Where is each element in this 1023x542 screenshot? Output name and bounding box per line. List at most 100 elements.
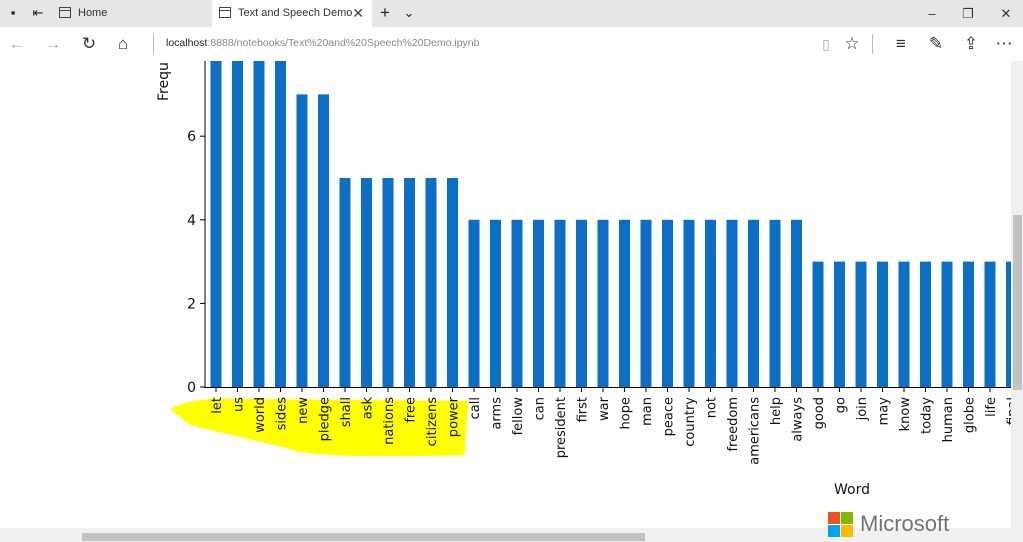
x-tick-label-always: always <box>791 397 806 442</box>
reading-view-icon[interactable]: ▯ <box>822 36 830 52</box>
bar-good <box>812 261 824 387</box>
bar-join <box>855 261 867 387</box>
bar-freedom <box>726 219 738 387</box>
more-options-icon[interactable]: ⋯ <box>995 34 1013 53</box>
y-tick-label-0: 0 <box>187 380 196 396</box>
tab-active-label: Text and Speech Demo <box>238 7 353 19</box>
page-icon <box>59 7 71 18</box>
tab-home-label: Home <box>78 7 108 19</box>
divider <box>872 34 873 54</box>
x-tick-label-human: human <box>941 397 956 442</box>
x-tick-label-americans: americans <box>748 397 763 465</box>
bar-today <box>920 261 931 387</box>
logo-wordmark: Microsoft <box>860 511 950 536</box>
microsoft-logo: Microsoft <box>826 510 1023 542</box>
bar-nations <box>382 178 394 387</box>
bar-free <box>404 178 415 387</box>
bar-citizens <box>425 178 437 387</box>
tab-home[interactable]: Home <box>52 0 210 27</box>
bar-fellow <box>511 219 523 387</box>
x-tick-label-today: today <box>920 397 935 434</box>
address-bar[interactable]: localhost:8888/notebooks/Text%20and%20Sp… <box>166 37 479 49</box>
x-tick-label-sides: sides <box>275 397 290 431</box>
x-tick-label-pledge: pledge <box>318 397 333 441</box>
x-tick-label-let: let <box>210 397 225 414</box>
y-tick-label-2: 2 <box>187 296 196 312</box>
x-tick-label-free: free <box>404 397 419 423</box>
bar-country <box>683 219 695 387</box>
bar-ask <box>361 178 372 387</box>
x-tick-label-good: good <box>812 397 827 429</box>
x-tick-label-can: can <box>533 397 548 420</box>
bar-always <box>791 219 802 387</box>
x-tick-label-freedom: freedom <box>726 397 741 452</box>
x-tick-label-shall: shall <box>339 397 354 427</box>
bar-go <box>834 261 845 387</box>
vertical-scroll-thumb[interactable] <box>1013 215 1022 390</box>
x-tick-label-us: us <box>232 397 247 412</box>
bar-can <box>533 219 544 387</box>
bar-hope <box>619 219 630 387</box>
new-tab-icon[interactable]: + <box>380 3 390 22</box>
web-note-pen-icon[interactable]: ✎ <box>928 34 944 53</box>
bar-president <box>554 219 566 387</box>
highlighter-mark <box>170 398 469 457</box>
bar-arms <box>490 219 501 387</box>
bar-call <box>468 219 480 387</box>
x-tick-label-country: country <box>683 397 698 447</box>
x-tick-label-go: go <box>834 397 849 413</box>
home-icon[interactable]: ⌂ <box>117 34 129 53</box>
bar-final <box>1006 261 1011 387</box>
x-tick-label-new: new <box>296 397 311 424</box>
word-frequency-bar-chart: 0 2 4 6 let us world sides new pledge shall ask nati… <box>156 61 1011 498</box>
x-tick-label-not: not <box>705 397 720 418</box>
bar-know <box>898 261 910 387</box>
bar-first <box>576 219 587 387</box>
notebook-content: 0 2 4 6 let us world sides new pledge shall ask nati… <box>0 61 1011 528</box>
horizontal-scroll-thumb[interactable] <box>82 533 645 541</box>
hub-icon[interactable]: ≡ <box>896 34 906 53</box>
x-tick-label-call: call <box>468 397 483 419</box>
back-icon[interactable]: ← <box>8 34 26 53</box>
logo-red-square <box>828 512 840 524</box>
tab-actions-icon[interactable]: ▪ <box>10 5 16 20</box>
bar-help <box>769 219 781 387</box>
close-tab-icon[interactable]: ✕ <box>352 5 364 21</box>
close-window-button[interactable]: ✕ <box>1000 6 1012 21</box>
bar-not <box>705 219 716 387</box>
bar-life <box>984 261 996 387</box>
bar-power <box>447 178 458 387</box>
refresh-icon[interactable]: ↻ <box>81 34 97 53</box>
bar-americans <box>748 219 759 387</box>
bar-human <box>941 261 953 387</box>
x-tick-label-know: know <box>898 397 913 432</box>
forward-icon[interactable]: → <box>44 34 62 53</box>
set-aside-tabs-icon[interactable]: ⇤ <box>32 5 44 20</box>
url-path: :8888/notebooks/Text%20and%20Speech%20De… <box>207 37 480 49</box>
x-tick-label-fellow: fellow <box>511 397 526 436</box>
navigation-bar: ← → ↻ ⌂ localhost:8888/notebooks/Text%20… <box>0 27 1023 61</box>
logo-green-square <box>841 512 853 524</box>
logo-yellow-square <box>841 525 853 537</box>
x-tick-label-nations: nations <box>382 397 397 445</box>
y-tick-label-6: 6 <box>187 129 196 145</box>
x-tick-label-man: man <box>640 397 655 426</box>
favorite-star-icon[interactable]: ☆ <box>844 34 860 53</box>
tab-preview-chevron-down-icon[interactable]: ⌄ <box>403 5 415 20</box>
x-tick-label-join: join <box>855 397 870 421</box>
minimize-button[interactable]: – <box>928 6 936 21</box>
tab-text-and-speech-demo[interactable]: Text and Speech Demo ✕ <box>212 0 372 27</box>
bar-shall <box>339 178 351 387</box>
x-tick-label-peace: peace <box>662 397 677 436</box>
bar-new <box>296 94 308 388</box>
y-axis-title: Frequ <box>156 62 172 101</box>
x-tick-label-power: power <box>447 396 462 437</box>
bar-war <box>597 219 609 387</box>
restore-button[interactable]: ❐ <box>962 6 974 21</box>
x-tick-label-globe: globe <box>963 397 978 433</box>
tab-strip: ▪ ⇤ Home Text and Speech Demo ✕ + ⌄ – ❐ … <box>0 0 1023 27</box>
share-icon[interactable]: ⇪ <box>963 34 979 53</box>
x-tick-label-help: help <box>769 397 784 425</box>
url-host: localhost <box>166 37 208 49</box>
logo-blue-square <box>828 525 840 537</box>
